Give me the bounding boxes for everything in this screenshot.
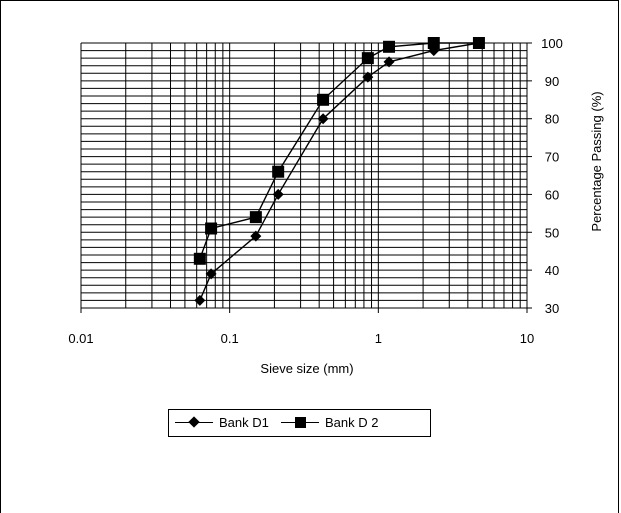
legend-item-series-1: Bank D1 — [175, 410, 295, 436]
data-point-square — [317, 93, 330, 106]
grid — [80, 42, 528, 309]
legend-square-marker — [295, 417, 306, 428]
data-point-square — [361, 52, 374, 65]
data-point-square — [205, 222, 218, 235]
data-point-diamond — [272, 188, 284, 200]
legend-label-series-2: Bank D 2 — [325, 415, 379, 430]
x-tick-label: 10 — [520, 331, 534, 346]
x-tick-label: 0.1 — [221, 331, 239, 346]
series-layer — [193, 37, 485, 306]
legend-diamond-marker — [188, 416, 200, 428]
x-tick-label: 1 — [375, 331, 382, 346]
y-tick-label: 70 — [545, 150, 559, 165]
data-point-diamond — [250, 230, 262, 242]
data-point-square — [427, 37, 440, 49]
data-point-diamond — [362, 71, 374, 83]
y-tick-label: 30 — [545, 301, 559, 316]
y-tick-label: 60 — [545, 187, 559, 202]
y-tick-label: 40 — [545, 263, 559, 278]
data-point-square — [249, 211, 262, 224]
legend: Bank D1 Bank D 2 — [168, 409, 431, 437]
data-point-square — [383, 40, 396, 53]
x-axis-title: Sieve size (mm) — [260, 361, 353, 376]
series-line-2 — [199, 42, 479, 260]
x-tick-label: 0.01 — [68, 331, 93, 346]
data-point-square — [472, 37, 485, 49]
data-point-diamond — [194, 294, 206, 306]
data-point-square — [193, 252, 206, 265]
data-point-square — [272, 165, 285, 178]
labels: 0.01 0.1 1 10 30 40 50 60 70 80 90 100 Sieve size (m… — [68, 36, 604, 376]
y-tick-label: 50 — [545, 225, 559, 240]
y-tick-label: 80 — [545, 112, 559, 127]
data-point-diamond — [317, 113, 329, 125]
data-point-diamond — [205, 268, 217, 280]
legend-item-series-2: Bank D 2 — [281, 410, 426, 436]
legend-label-series-1: Bank D1 — [219, 415, 269, 430]
y-axis-title: Percentage Passing (%) — [589, 91, 604, 231]
y-tick-label: 100 — [541, 36, 563, 51]
y-tick-label: 90 — [545, 74, 559, 89]
data-point-diamond — [383, 56, 395, 68]
axes — [80, 42, 532, 313]
